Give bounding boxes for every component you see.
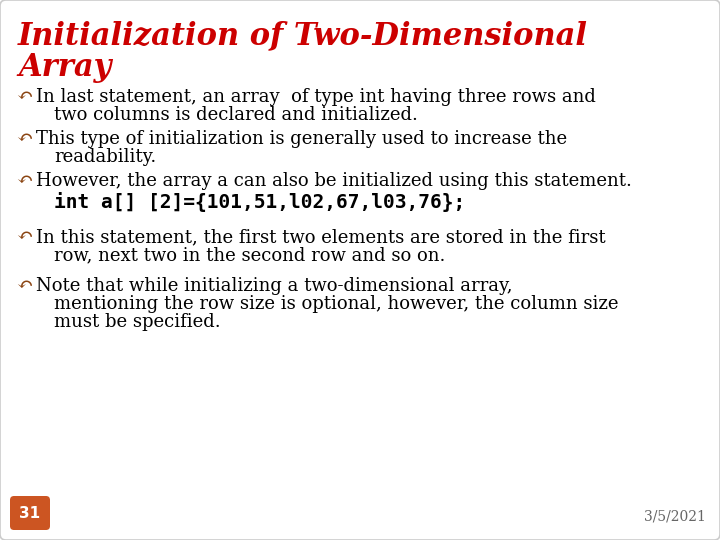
Text: mentioning the row size is optional, however, the column size: mentioning the row size is optional, how… (54, 295, 618, 313)
Text: Array: Array (18, 52, 112, 83)
Text: ↶: ↶ (16, 88, 32, 106)
Text: 31: 31 (19, 505, 40, 521)
Text: row, next two in the second row and so on.: row, next two in the second row and so o… (54, 246, 446, 264)
Text: ↶: ↶ (16, 277, 32, 295)
Text: two columns is declared and initialized.: two columns is declared and initialized. (54, 106, 418, 124)
Text: readability.: readability. (54, 148, 156, 166)
Text: must be specified.: must be specified. (54, 313, 220, 331)
Text: ↶: ↶ (16, 228, 32, 246)
Text: ↶: ↶ (16, 172, 32, 190)
Text: In last statement, an array  of type int having three rows and: In last statement, an array of type int … (36, 88, 596, 106)
FancyBboxPatch shape (10, 496, 50, 530)
Text: In this statement, the first two elements are stored in the first: In this statement, the first two element… (36, 228, 606, 246)
Text: 3/5/2021: 3/5/2021 (644, 510, 706, 524)
Text: However, the array a can also be initialized using this statement.: However, the array a can also be initial… (36, 172, 632, 190)
Text: ↶: ↶ (16, 130, 32, 148)
Text: int a[] [2]={101,51,l02,67,l03,76};: int a[] [2]={101,51,l02,67,l03,76}; (54, 192, 465, 212)
Text: This type of initialization is generally used to increase the: This type of initialization is generally… (36, 130, 567, 148)
Text: Initialization of Two-Dimensional: Initialization of Two-Dimensional (18, 20, 588, 51)
Text: Note that while initializing a two-dimensional array,: Note that while initializing a two-dimen… (36, 277, 513, 295)
